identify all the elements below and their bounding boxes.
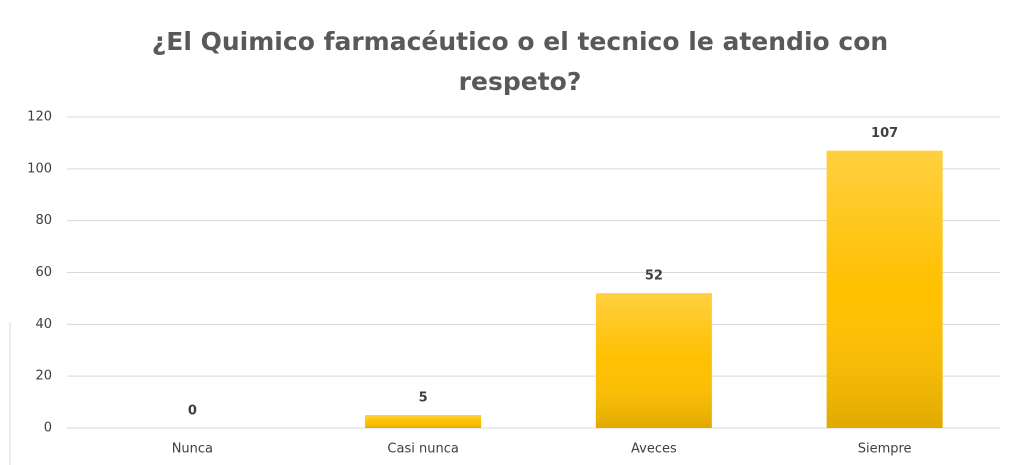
y-tick-label: 0 xyxy=(44,421,52,436)
data-label: 107 xyxy=(871,126,898,141)
x-tick-label: Siempre xyxy=(858,442,912,457)
y-tick-label: 40 xyxy=(35,317,52,332)
x-tick-label: Casi nunca xyxy=(387,442,458,457)
y-tick-label: 100 xyxy=(27,161,52,176)
bar-shading xyxy=(365,415,482,428)
data-label: 5 xyxy=(419,391,428,406)
bar-shading xyxy=(826,150,943,429)
chart-title: ¿El Quimico farmacéutico o el tecnico le… xyxy=(151,27,889,96)
x-tick-label: Nunca xyxy=(172,442,213,457)
y-tick-label: 20 xyxy=(35,369,52,384)
data-label: 52 xyxy=(645,269,663,284)
y-tick-label: 80 xyxy=(35,213,52,228)
x-tick-label: Aveces xyxy=(631,442,677,457)
y-tick-label: 120 xyxy=(27,110,52,125)
y-tick-label: 60 xyxy=(35,265,52,280)
data-label: 0 xyxy=(188,404,197,419)
bar-shading xyxy=(595,293,712,428)
